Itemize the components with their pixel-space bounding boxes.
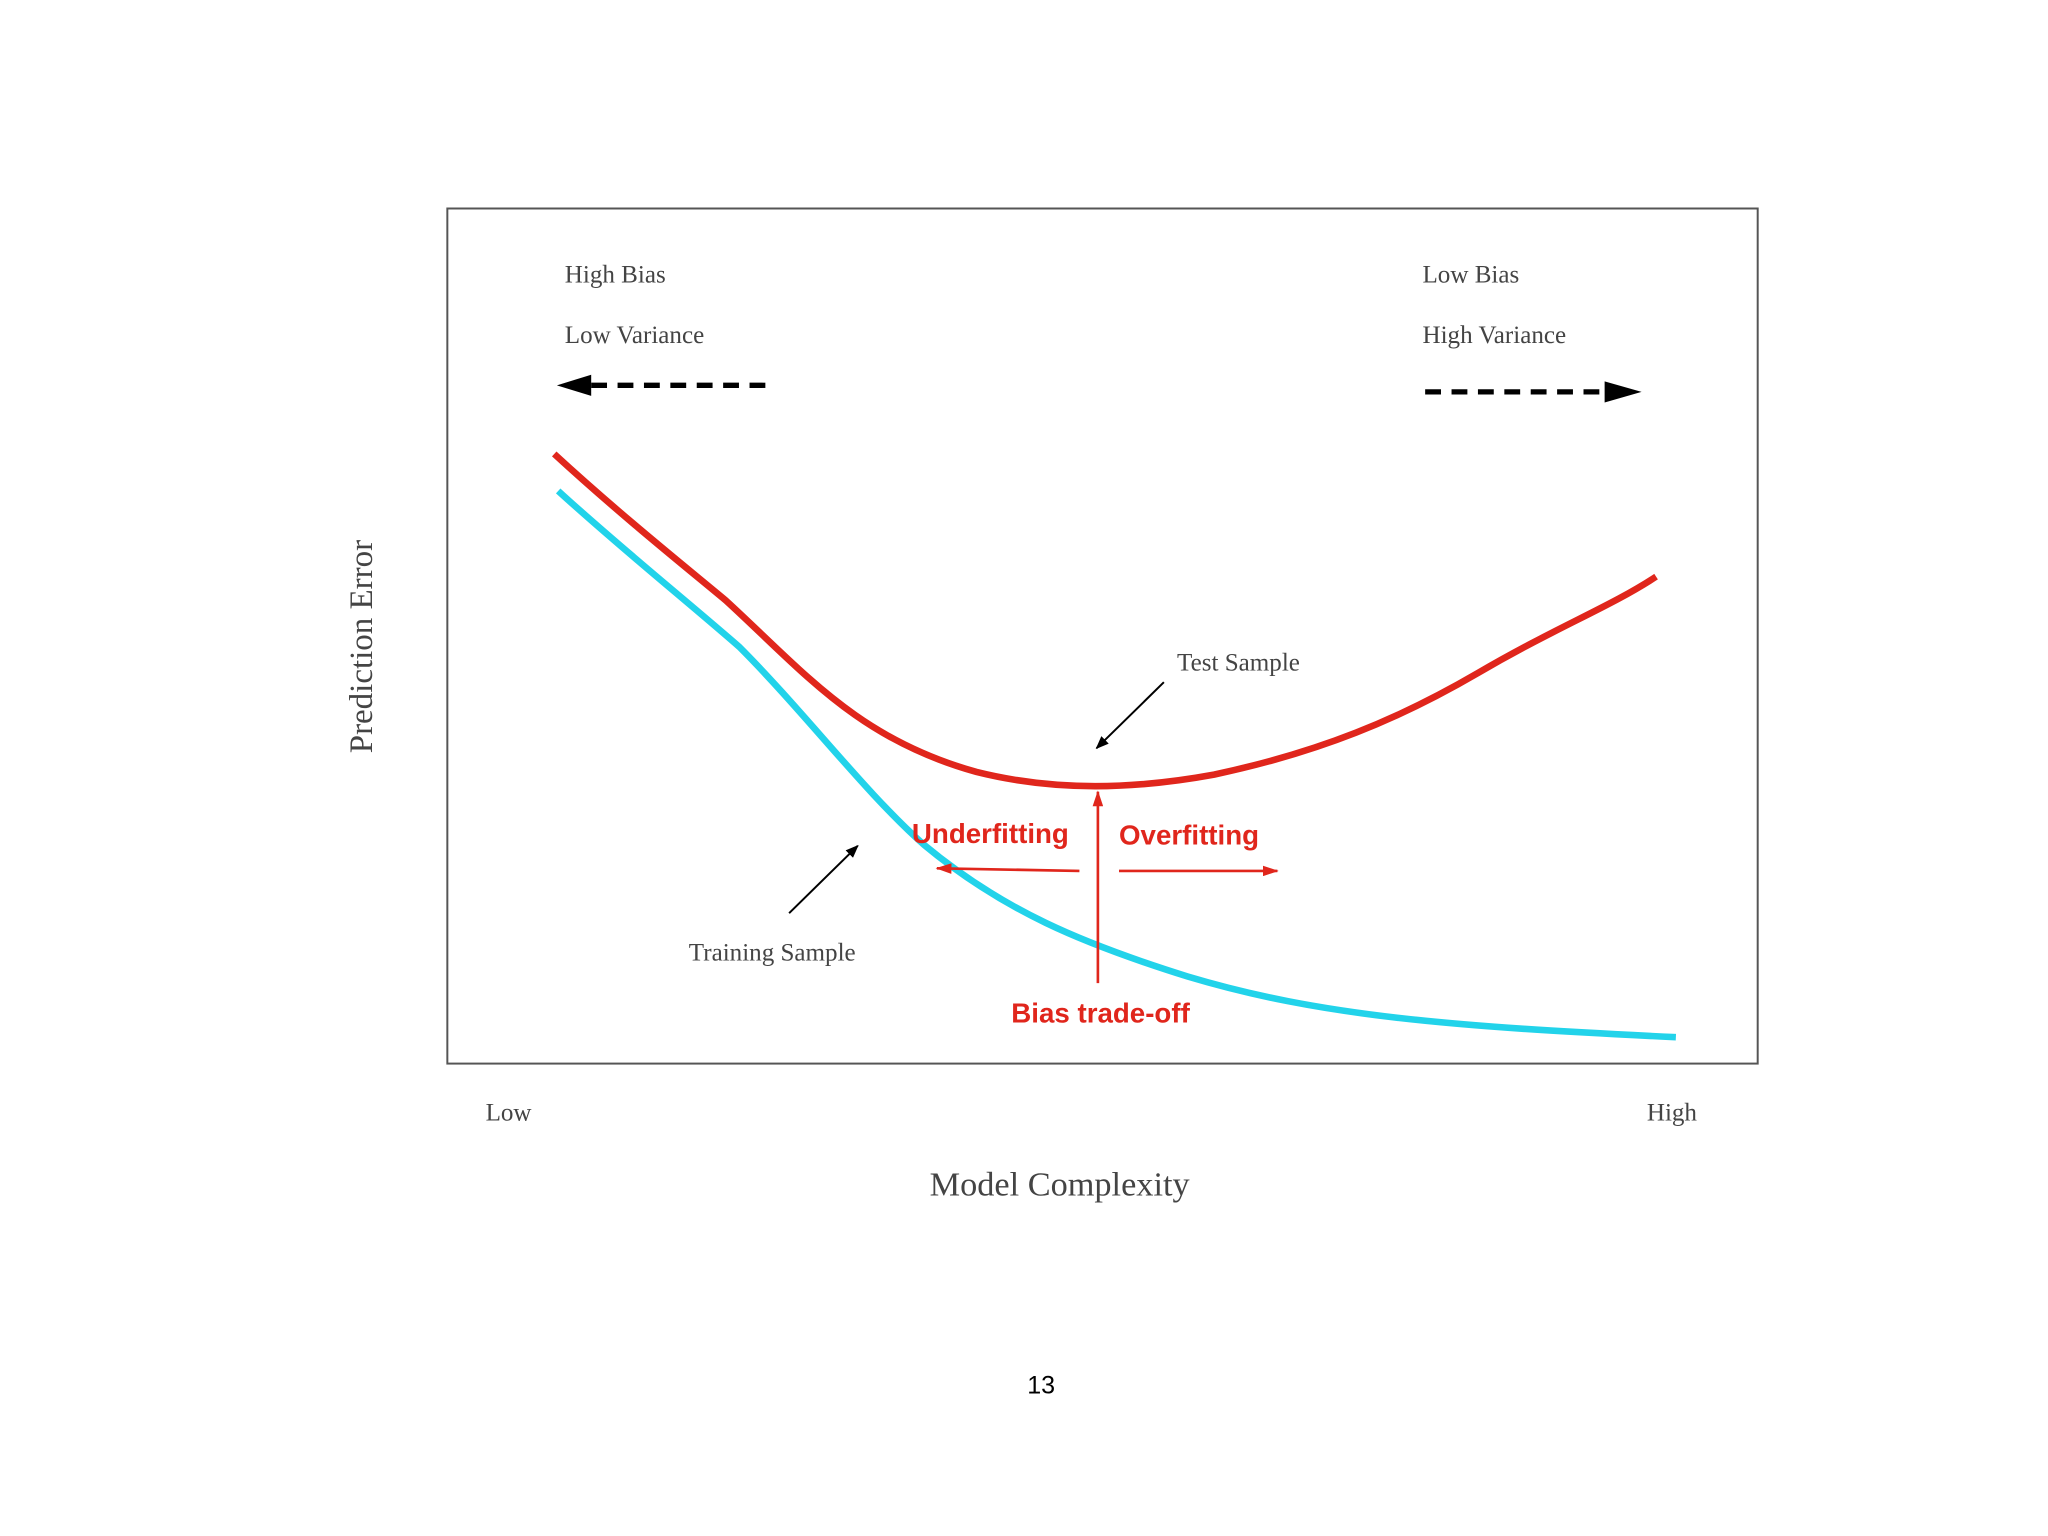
x-axis-label: Model Complexity (930, 1166, 1191, 1204)
right-variance: High Variance (1423, 322, 1567, 349)
plot-frame (446, 207, 1759, 1065)
test-label: Test Sample (1177, 649, 1300, 676)
left-bias: High Bias (565, 261, 666, 288)
training-curve (555, 488, 1677, 1041)
underfit-arrow (935, 863, 1080, 874)
training-pointer (788, 844, 859, 914)
left-variance: Low Variance (565, 322, 704, 349)
overfitting-label: Overfitting (1119, 820, 1259, 851)
tradeoff-label: Bias trade-off (1011, 998, 1190, 1029)
training-label: Training Sample (689, 940, 856, 967)
right-bias: Low Bias (1423, 261, 1520, 288)
right-arrow-head (1604, 381, 1642, 403)
underfitting-label: Underfitting (912, 818, 1069, 849)
test-pointer (1095, 681, 1165, 750)
page-number: 13 (1027, 1371, 1055, 1399)
x-low-label: Low (486, 1099, 532, 1126)
test-curve (551, 451, 1658, 790)
left-arrow-head (556, 374, 592, 396)
x-high-label: High (1647, 1099, 1698, 1126)
y-axis-label: Prediction Error (344, 540, 380, 753)
